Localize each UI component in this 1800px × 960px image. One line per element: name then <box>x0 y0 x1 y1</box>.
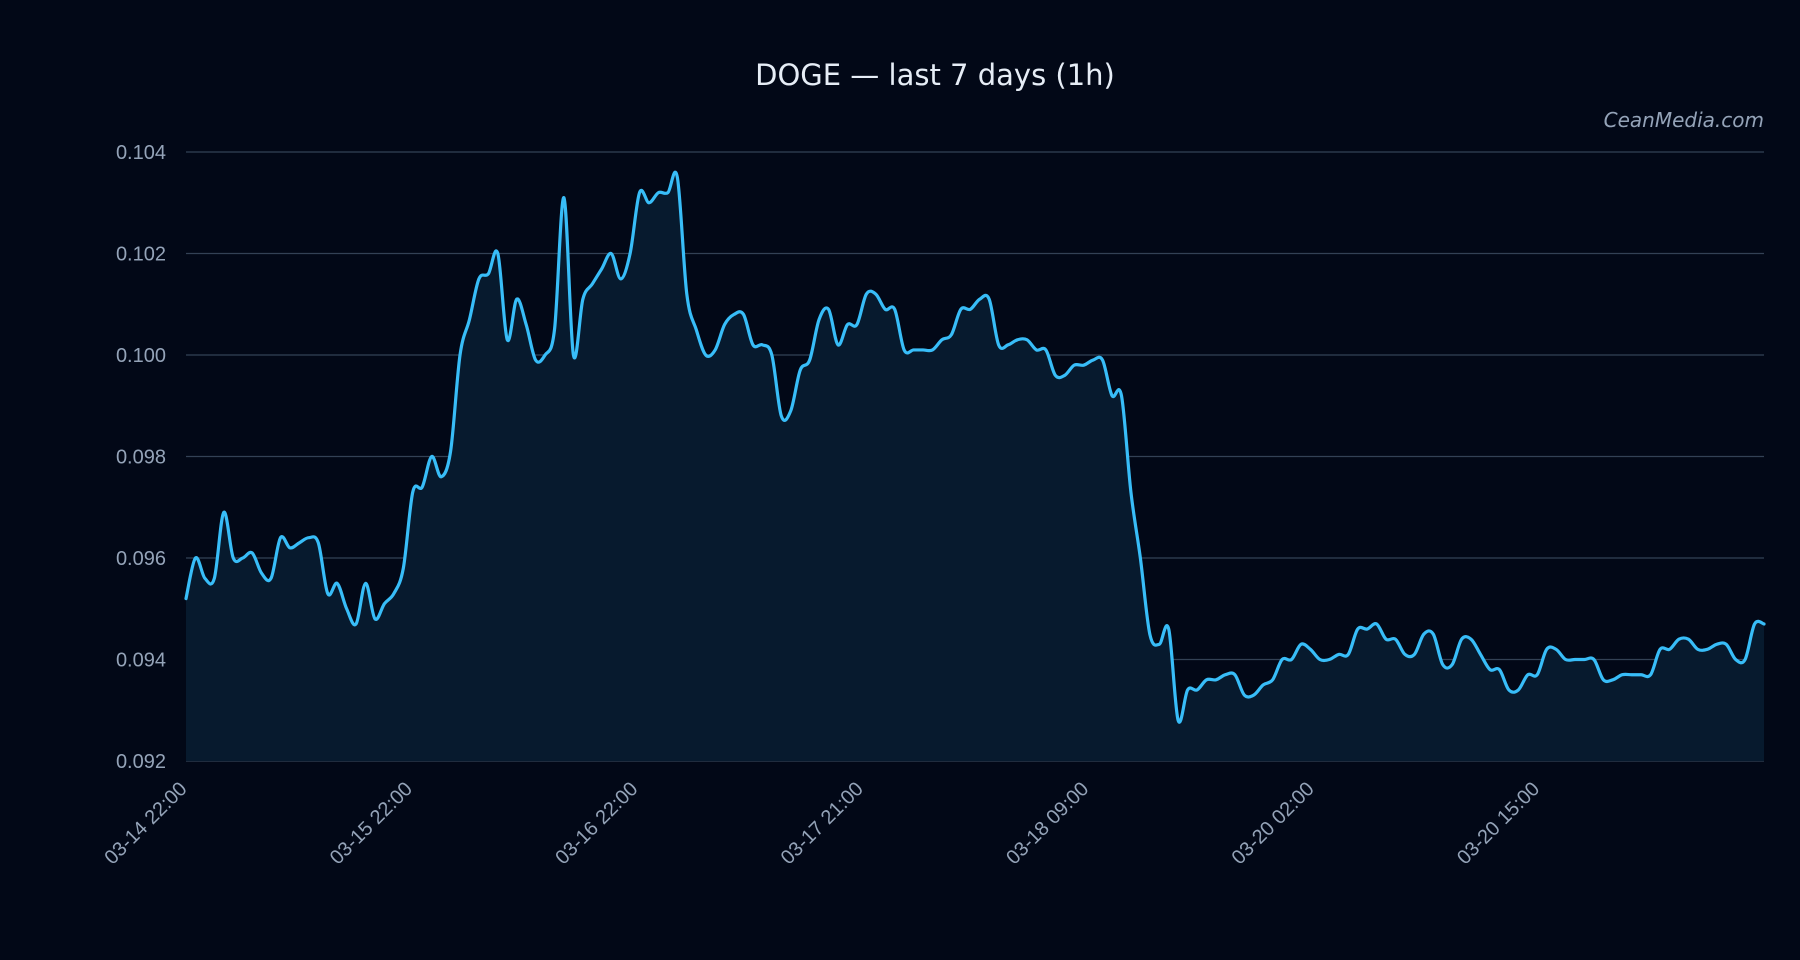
x-tick-label: 03-17 21:00 <box>777 778 868 869</box>
y-tick-label: 0.098 <box>116 447 166 469</box>
chart-title: DOGE — last 7 days (1h) <box>755 58 1115 92</box>
x-tick-label: 03-14 22:00 <box>100 778 191 869</box>
y-axis-ticks: 0.092 0.094 0.096 0.098 0.100 0.102 0.104 <box>116 142 166 773</box>
x-tick-label: 03-20 02:00 <box>1228 778 1319 869</box>
watermark: CeanMedia.com <box>1604 108 1764 132</box>
y-tick-label: 0.094 <box>116 650 166 672</box>
y-tick-label: 0.102 <box>116 244 166 266</box>
series-area-fill <box>186 172 1764 762</box>
x-axis-ticks: 03-14 22:00 03-15 22:00 03-16 22:00 03-17 2… <box>100 778 1544 869</box>
series-line <box>184 170 1766 724</box>
x-tick-label: 03-16 22:00 <box>551 778 642 869</box>
series-layer <box>184 170 1766 762</box>
y-tick-label: 0.104 <box>116 142 166 164</box>
y-tick-label: 0.092 <box>116 751 166 773</box>
y-tick-label: 0.096 <box>116 548 166 570</box>
x-tick-label: 03-18 09:00 <box>1002 778 1093 869</box>
x-tick-label: 03-15 22:00 <box>326 778 417 869</box>
x-tick-label: 03-20 15:00 <box>1453 778 1544 869</box>
y-tick-label: 0.100 <box>116 345 166 367</box>
